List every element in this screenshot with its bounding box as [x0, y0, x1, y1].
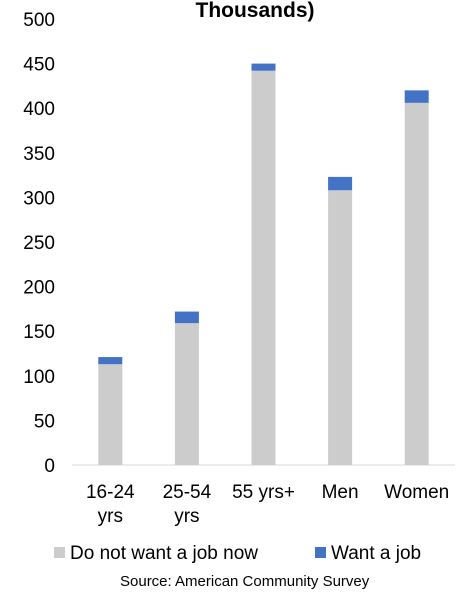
bar-do-not-want [98, 364, 123, 465]
bars [98, 63, 429, 466]
bar-do-not-want [174, 323, 199, 465]
y-tick-label: 0 [44, 456, 55, 477]
legend: Do not want a job now Want a job [54, 543, 421, 564]
x-category-label: Men [322, 482, 359, 503]
y-tick-label: 150 [23, 322, 55, 343]
x-category-label: yrs [98, 506, 123, 527]
legend-swatch-do-not-want [54, 547, 65, 558]
x-category-label: 16-24 [86, 482, 135, 503]
legend-swatch-want-a-job [315, 547, 326, 558]
y-tick-label: 400 [23, 99, 55, 120]
y-tick-label: 350 [23, 144, 55, 165]
y-tick-label: 200 [23, 278, 55, 299]
y-tick-label: 50 [34, 411, 55, 432]
y-tick-label: 300 [23, 188, 55, 209]
bar-do-not-want [404, 102, 429, 466]
bar-want-a-job [98, 357, 123, 365]
bar-want-a-job [174, 311, 199, 324]
bar-do-not-want [251, 70, 276, 466]
y-tick-label: 500 [23, 10, 55, 31]
bar-want-a-job [404, 90, 429, 103]
chart-title: Thousands) [196, 0, 315, 22]
bar-do-not-want [328, 190, 353, 465]
x-category-label: Women [384, 482, 449, 503]
source-note: Source: American Community Survey [120, 573, 370, 590]
x-category-label: 25-54 [163, 482, 212, 503]
y-axis: 0 50 100 150 200 250 300 350 400 450 500 [23, 10, 55, 477]
bar-want-a-job [251, 63, 276, 71]
legend-label-want-a-job: Want a job [331, 543, 421, 564]
y-tick-label: 450 [23, 55, 55, 76]
bar-want-a-job [328, 176, 353, 191]
x-axis: 16-24 yrs 25-54 yrs 55 yrs+ Men Women [86, 482, 449, 527]
x-category-label: yrs [174, 506, 199, 527]
x-category-label: 55 yrs+ [232, 482, 295, 503]
y-tick-label: 100 [23, 367, 55, 388]
y-tick-label: 250 [23, 233, 55, 254]
legend-label-do-not-want: Do not want a job now [70, 543, 258, 564]
